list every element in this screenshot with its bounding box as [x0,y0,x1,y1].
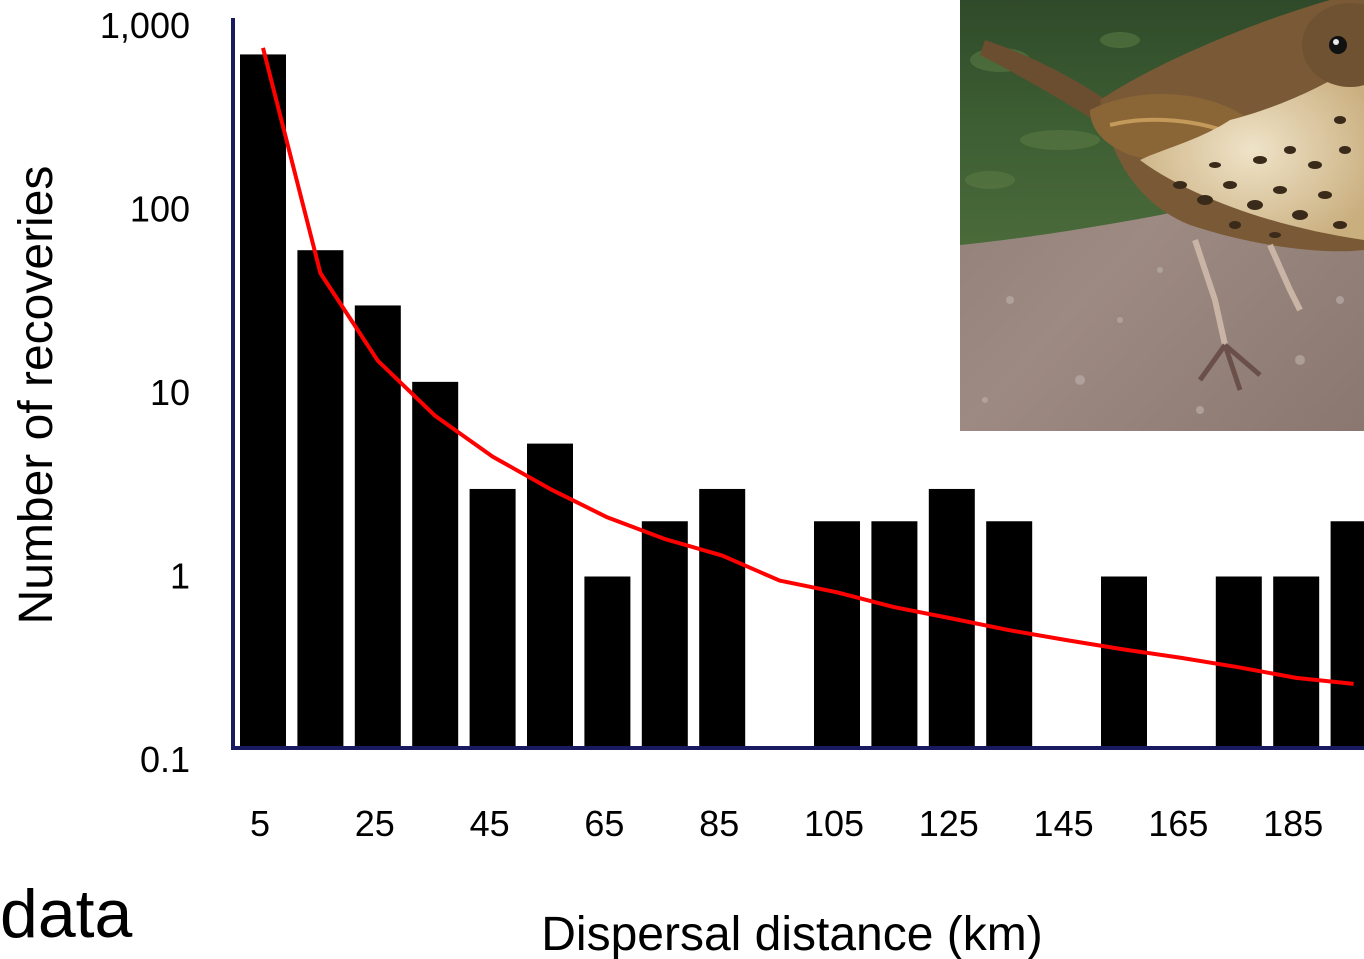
bar-85 [699,488,746,746]
bar-35 [412,381,459,746]
y-tick-label: 1 [170,556,190,597]
bar-75 [641,521,688,746]
x-tick-label: 65 [584,803,624,844]
y-tick-label: 0.1 [140,739,190,780]
y-tick-label: 10 [150,372,190,413]
thrush-photo [960,0,1364,431]
x-tick-label: 85 [699,803,739,844]
bar-155 [1101,576,1147,746]
y-axis-title: Number of recoveries [10,166,63,625]
y-tick-label: 1,000 [100,5,190,46]
bar-195 [1330,521,1364,746]
x-tick-label: 145 [1034,803,1094,844]
bar-175 [1215,576,1262,746]
x-tick-label: 105 [804,803,864,844]
bar-105 [814,521,860,746]
x-tick-label: 45 [470,803,510,844]
side-text: data [0,876,133,952]
x-tick-label: 5 [250,803,270,844]
bar-25 [354,305,401,746]
bar-45 [469,488,516,746]
y-tick-label: 100 [130,189,190,230]
x-tick-label: 25 [355,803,395,844]
x-tick-labels: 5 25 45 65 85 105 125 145 165 185 [250,803,1323,844]
fit-line [261,47,1354,686]
y-tick-labels: 1,000 100 10 1 0.1 [100,5,190,780]
x-tick-label: 185 [1263,803,1323,844]
bar-65 [584,576,631,746]
x-tick-label: 125 [919,803,979,844]
bar-55 [527,443,573,746]
bar-5 [240,54,286,747]
bar-185 [1273,576,1320,746]
bar-15 [297,250,344,747]
bar-115 [871,521,918,746]
bars [240,54,1364,747]
x-axis-title: Dispersal distance (km) [541,908,1042,959]
x-tick-label: 165 [1148,803,1208,844]
